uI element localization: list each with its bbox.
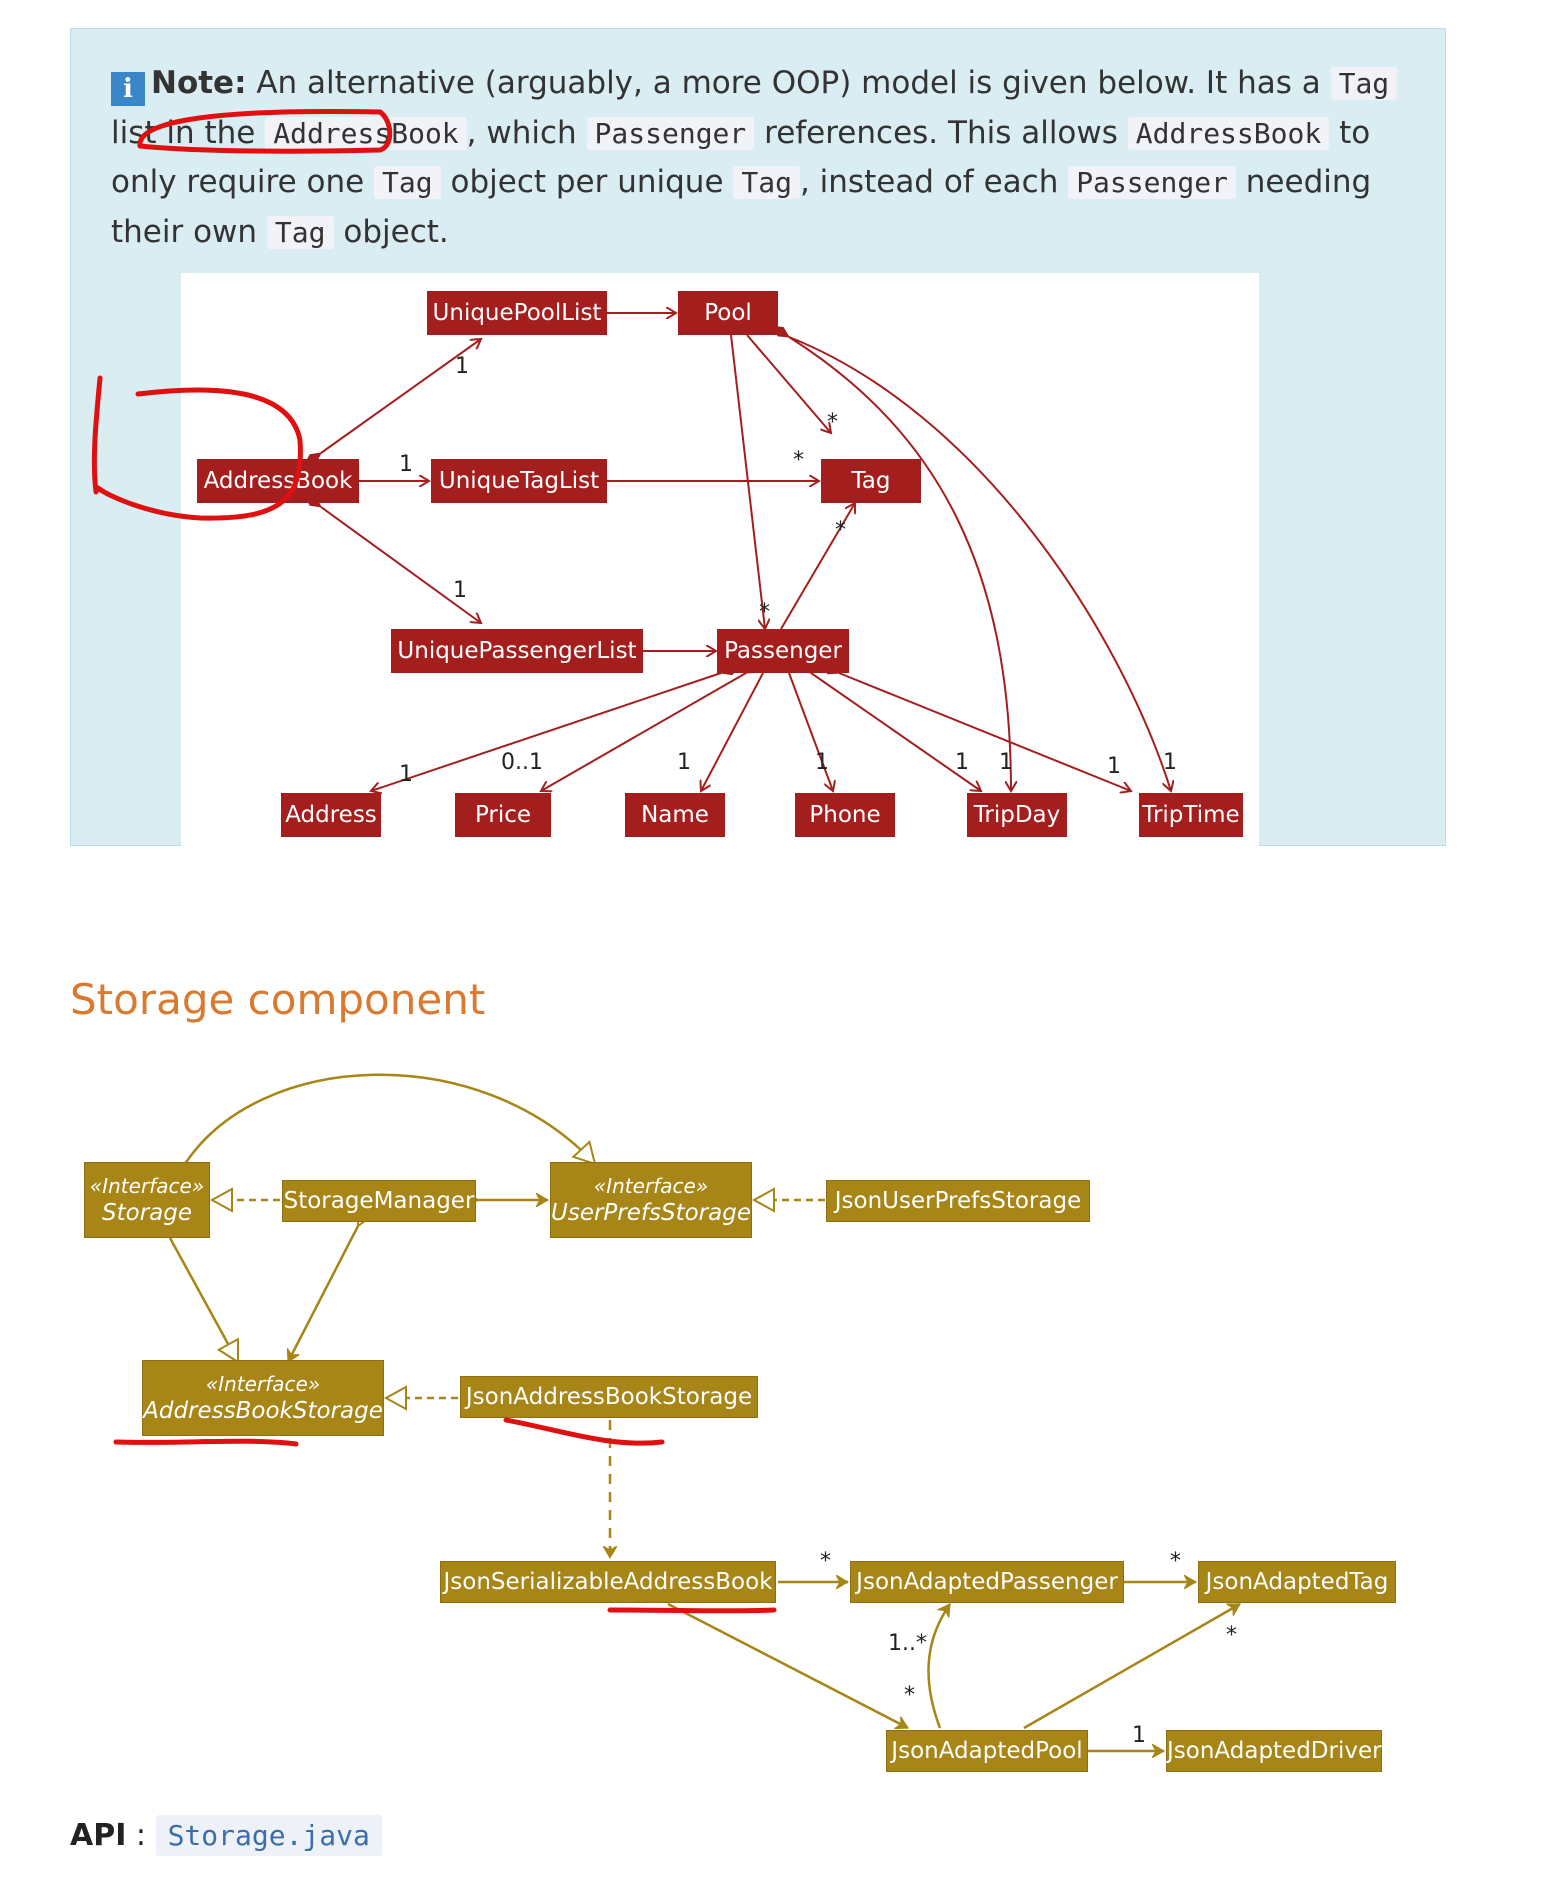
note-text-part: An alternative (arguably, a more OOP) mo…: [256, 65, 1320, 101]
class-json-adapted-driver: JsonAdaptedDriver: [1166, 1730, 1382, 1772]
mult-price: 0..1: [501, 750, 543, 775]
mult-pool-tag: *: [827, 410, 838, 435]
edge-pass-price: [541, 673, 746, 791]
note-text-part: , which: [467, 115, 577, 151]
note-text-part: , instead of each: [800, 164, 1058, 200]
code-tag: Tag: [1331, 67, 1398, 100]
note-text-part: list in the: [111, 115, 255, 151]
class-address-book-storage: AddressBookStorage: [143, 1398, 383, 1425]
stereotype-label: «Interface»: [85, 1173, 209, 1200]
class-trip-day: TripDay: [967, 793, 1067, 837]
mult-jsab-pool: *: [904, 1683, 915, 1708]
section-heading: Storage component: [70, 975, 485, 1024]
class-unique-pool-list: UniquePoolList: [427, 291, 607, 335]
edge-storage-ups: [185, 1075, 595, 1164]
model-diagram-edges: 1 1 1 * * * * 1 0..1 1 1 1 1 1 1: [181, 273, 1259, 849]
annotation-underline-jabs: [506, 1420, 662, 1443]
mult-ab-upsl: 1: [453, 578, 467, 603]
stereotype-label: «Interface»: [143, 1371, 383, 1398]
code-tag: Tag: [733, 166, 800, 199]
edge-pool-triptime: [789, 337, 1171, 791]
class-json-adapted-pool: JsonAdaptedPool: [886, 1730, 1088, 1772]
edge-storage-abs: [170, 1238, 238, 1362]
note-box: i Note: An alternative (arguably, a more …: [70, 28, 1446, 846]
stereotype-label: «Interface»: [551, 1173, 751, 1200]
mult-jsab-passenger: *: [820, 1549, 831, 1574]
note-label: Note:: [151, 65, 246, 101]
edge-jpool-jat: [1024, 1604, 1240, 1728]
class-unique-tag-list: UniqueTagList: [431, 459, 607, 503]
class-passenger: Passenger: [717, 629, 849, 673]
api-separator: :: [126, 1818, 155, 1853]
model-class-diagram: 1 1 1 * * * * 1 0..1 1 1 1 1 1 1 UniqueP…: [181, 273, 1259, 849]
code-tag: Tag: [374, 166, 441, 199]
mult-tripday-a: 1: [955, 750, 969, 775]
edge-sm-abs: [288, 1226, 358, 1362]
class-user-prefs-storage-interface: «Interface» UserPrefsStorage: [550, 1162, 752, 1238]
edge-ab-upsl: [321, 507, 481, 623]
class-json-user-prefs-storage: JsonUserPrefsStorage: [826, 1180, 1090, 1222]
class-address-book-storage-interface: «Interface» AddressBookStorage: [142, 1360, 384, 1436]
mult-triptime-a: 1: [1107, 754, 1121, 779]
class-phone: Phone: [795, 793, 895, 837]
class-trip-time: TripTime: [1139, 793, 1243, 837]
api-file-link[interactable]: Storage.java: [156, 1815, 382, 1856]
class-storage-interface: «Interface» Storage: [84, 1162, 210, 1238]
code-passenger: Passenger: [1068, 166, 1236, 199]
mult-phone: 1: [815, 750, 829, 775]
class-pool: Pool: [678, 291, 778, 335]
mult-utl-tag: *: [793, 448, 804, 473]
edge-pass-triptime: [839, 673, 1131, 791]
code-addressbook: AddressBook: [265, 117, 466, 150]
api-line: API : Storage.java: [70, 1818, 382, 1853]
class-address-book: AddressBook: [197, 459, 359, 503]
mult-address: 1: [399, 762, 413, 787]
note-text-part: object.: [343, 214, 448, 250]
mult-pool-driver: 1: [1132, 1723, 1146, 1748]
mult-name: 1: [677, 750, 691, 775]
annotation-underline-jsab: [610, 1610, 774, 1611]
code-passenger: Passenger: [587, 117, 755, 150]
mult-tripday-b: 1: [999, 750, 1013, 775]
class-json-adapted-tag: JsonAdaptedTag: [1198, 1561, 1396, 1603]
class-price: Price: [455, 793, 551, 837]
note-text-part: references. This allows: [764, 115, 1118, 151]
edge-pass-address: [371, 673, 721, 791]
mult-ab-utl: 1: [399, 452, 413, 477]
class-name: Name: [625, 793, 725, 837]
note-text-part: object per unique: [450, 164, 723, 200]
class-json-adapted-passenger: JsonAdaptedPassenger: [850, 1561, 1124, 1603]
edge-pool-tripday: [789, 337, 1011, 791]
class-storage: Storage: [85, 1200, 209, 1227]
mult-pass-tag: *: [835, 518, 846, 543]
mult-triptime-b: 1: [1163, 750, 1177, 775]
code-addressbook: AddressBook: [1128, 117, 1329, 150]
class-user-prefs-storage: UserPrefsStorage: [551, 1200, 751, 1227]
class-unique-passenger-list: UniquePassengerList: [391, 629, 643, 673]
class-tag: Tag: [821, 459, 921, 503]
edge-jsab-jpool: [668, 1604, 908, 1728]
class-json-serializable-address-book: JsonSerializableAddressBook: [440, 1561, 776, 1603]
mult-passenger-tag: *: [1170, 1549, 1181, 1574]
edge-pass-name: [701, 673, 763, 791]
api-label: API: [70, 1818, 126, 1853]
note-text: i Note: An alternative (arguably, a more …: [111, 59, 1431, 257]
code-tag: Tag: [267, 216, 334, 249]
edge-jpool-jap: [929, 1604, 950, 1728]
annotation-underline-abs: [116, 1441, 296, 1444]
mult-ab-upl: 1: [455, 354, 469, 379]
mult-pool-pass: *: [759, 600, 770, 625]
mult-pool-passenger: 1..*: [888, 1631, 927, 1656]
class-json-address-book-storage: JsonAddressBookStorage: [460, 1376, 758, 1418]
info-icon: i: [111, 72, 145, 106]
mult-pool-tag: *: [1226, 1623, 1237, 1648]
class-storage-manager: StorageManager: [282, 1180, 476, 1222]
class-address: Address: [281, 793, 381, 837]
